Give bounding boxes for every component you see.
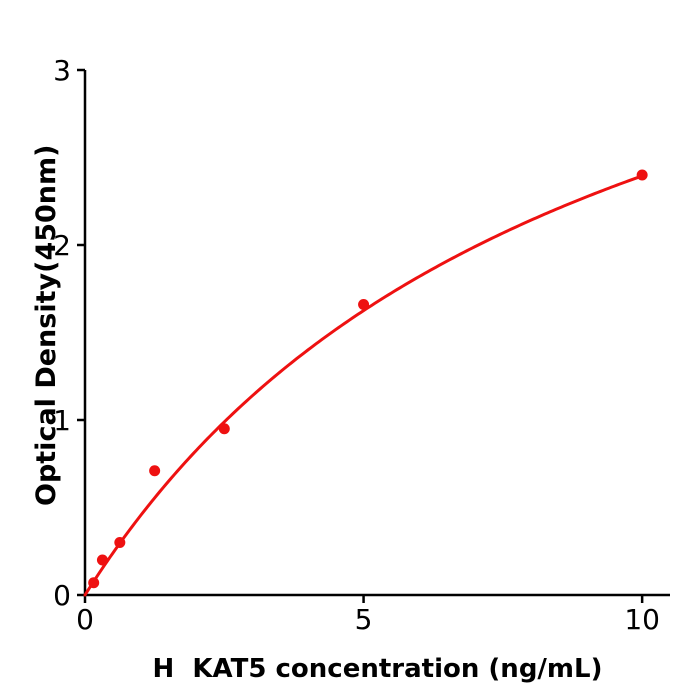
y-axis-title: Optical Density(450nm) <box>31 144 62 507</box>
y-tick-label: 0 <box>53 579 71 612</box>
y-tick-label: 1 <box>53 404 71 437</box>
data-point <box>88 577 100 589</box>
x-axis-title: H KAT5 concentration (ng/mL) <box>152 654 603 684</box>
x-tick-label: 0 <box>76 603 94 636</box>
data-point <box>636 169 648 181</box>
data-point <box>149 465 161 477</box>
data-point <box>218 423 230 435</box>
y-tick-label: 2 <box>53 229 71 262</box>
axis-spines <box>83 70 670 597</box>
y-tick-label: 3 <box>53 54 71 87</box>
data-point <box>96 554 108 566</box>
x-tick-label: 10 <box>624 603 660 636</box>
fit-curve <box>83 174 644 597</box>
x-tick-label: 5 <box>355 603 373 636</box>
data-point <box>114 537 126 548</box>
data-point <box>358 299 370 310</box>
